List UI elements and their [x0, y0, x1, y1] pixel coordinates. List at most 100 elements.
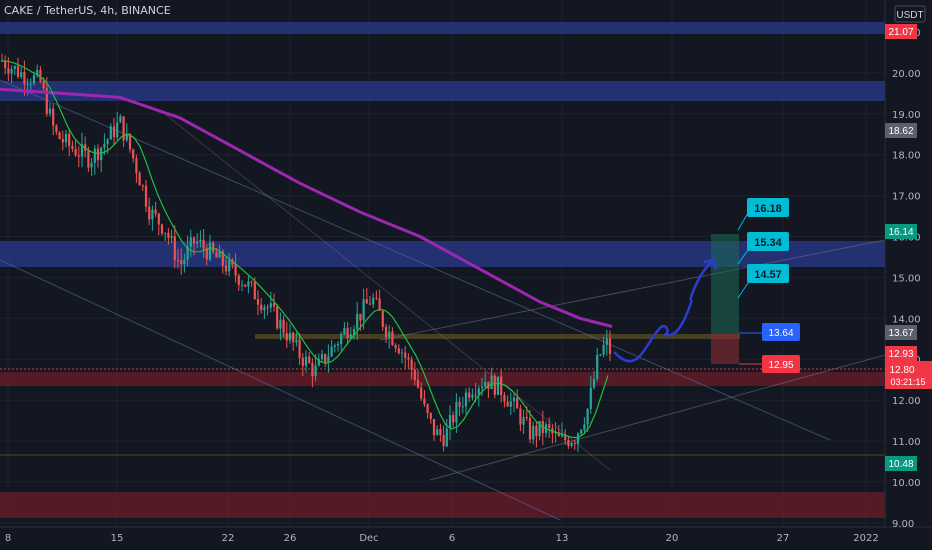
candle-body: [288, 332, 292, 341]
label-target-2[interactable]: 15.34: [747, 232, 789, 251]
candle-body: [455, 401, 458, 423]
time-tick-label: 13: [556, 533, 569, 544]
candle-body: [276, 306, 279, 329]
candle-body: [112, 126, 116, 138]
candle-body: [106, 139, 109, 144]
currency-selector[interactable]: [894, 5, 926, 23]
candle-body: [432, 418, 436, 436]
candle-body: [301, 357, 304, 366]
label-target-1[interactable]: 16.18: [747, 198, 789, 217]
price-label-level: 13.67: [885, 325, 917, 340]
projection-arrow-head: [703, 258, 718, 271]
time-tick-label: 26: [284, 533, 297, 544]
candle-body: [391, 331, 394, 345]
candle-body: [96, 148, 100, 161]
trendline-lower: [0, 259, 561, 521]
position-stop-area[interactable]: [711, 334, 739, 364]
candle-body: [490, 375, 493, 389]
candle-body: [573, 443, 576, 445]
candle-body: [266, 307, 269, 309]
candle-body: [509, 401, 512, 407]
candle-body: [528, 418, 532, 440]
price-label-low: 10.48: [885, 456, 917, 471]
price-label-current-text: 12.80: [889, 365, 914, 376]
currency-label: USDT: [896, 10, 923, 21]
candle-body: [320, 353, 324, 359]
symbol-header[interactable]: CAKE / TetherUS, 4h, BINANCE: [4, 4, 171, 17]
candle-body: [208, 242, 212, 260]
label-stop[interactable]: 12.95: [739, 355, 800, 373]
candle-body: [564, 434, 567, 441]
candle-body: [164, 232, 167, 234]
candle-body: [554, 432, 557, 434]
callout-pointer-1: [737, 212, 749, 231]
label-target-2-text: 15.34: [754, 237, 782, 249]
candle-body: [250, 281, 253, 283]
candle-body: [90, 162, 93, 168]
candlestick-series: [0, 53, 612, 453]
candle-body: [532, 425, 535, 440]
candle-body: [103, 143, 106, 148]
candle-body: [368, 303, 372, 305]
candle-body: [132, 149, 135, 159]
candle-body: [410, 359, 413, 370]
candle-body: [605, 338, 608, 345]
projection-path: [613, 299, 694, 363]
candle-body: [202, 239, 205, 249]
candle-body: [352, 329, 356, 335]
candle-body: [10, 68, 13, 74]
candle-body: [311, 362, 314, 376]
support-zone-bottom: [0, 492, 885, 518]
candle-body: [167, 232, 170, 238]
candle-body: [279, 319, 282, 329]
candle-body: [228, 260, 231, 272]
candle-body: [298, 339, 301, 358]
time-axis[interactable]: [0, 527, 932, 550]
projection-arrow-shaft: [688, 261, 713, 301]
candle-body: [596, 354, 599, 379]
price-label-target: 16.14: [885, 224, 917, 239]
candle-body: [269, 303, 272, 308]
candle-body: [186, 246, 189, 260]
price-tick-label: 9.00: [892, 519, 914, 530]
price-tick-label: 10.00: [892, 478, 921, 489]
label-entry-text: 13.64: [768, 328, 793, 339]
candle-body: [477, 388, 480, 395]
candle-body: [109, 126, 112, 140]
candle-body: [26, 83, 29, 85]
label-entry[interactable]: 13.64: [739, 323, 800, 341]
candle-body: [333, 345, 336, 347]
price-tick-label: 14.00: [892, 314, 921, 325]
label-target-1-text: 16.18: [754, 203, 782, 215]
candle-body: [592, 378, 596, 388]
candle-body: [196, 241, 199, 244]
candle-body: [141, 185, 144, 187]
price-label-target-text: 16.14: [888, 227, 913, 238]
candle-body: [372, 297, 375, 305]
position-target-area[interactable]: [711, 234, 739, 334]
candle-body: [32, 75, 36, 84]
trendline-diagonal: [159, 109, 611, 471]
time-tick-label: 8: [5, 533, 11, 544]
candle-body: [20, 72, 23, 77]
candle-body: [404, 352, 407, 358]
label-target-3[interactable]: 14.57: [747, 264, 789, 283]
candle-body: [148, 206, 151, 220]
candle-body: [512, 397, 516, 402]
price-label-high: 21.07: [885, 24, 917, 39]
support-zone-middle: [0, 372, 885, 386]
candle-body: [116, 122, 119, 138]
candle-body: [87, 150, 90, 168]
callout-pointer-2: [737, 249, 749, 265]
candle-body: [375, 297, 378, 299]
candle-body: [567, 440, 570, 446]
candle-body: [253, 281, 256, 300]
candle-body: [4, 60, 7, 69]
candle-body: [359, 313, 362, 321]
time-tick-label: 22: [222, 533, 235, 544]
candle-body: [285, 333, 288, 341]
candle-body: [224, 265, 228, 272]
candle-body: [420, 387, 423, 399]
price-label-last-text: 12.93: [888, 349, 913, 360]
